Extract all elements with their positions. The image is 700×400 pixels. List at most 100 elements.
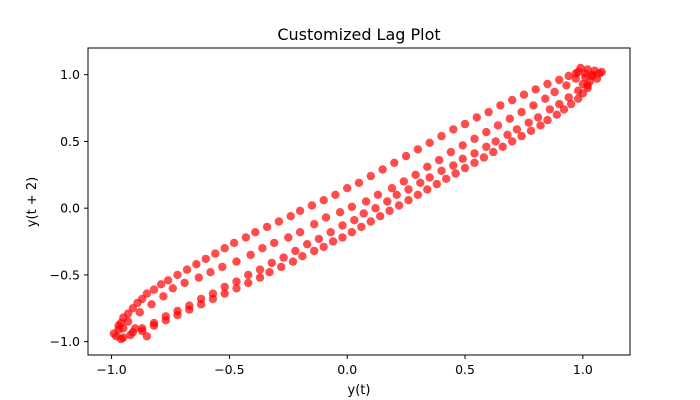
data-point bbox=[338, 233, 347, 242]
data-point bbox=[303, 240, 312, 249]
data-point bbox=[562, 81, 571, 90]
data-point bbox=[519, 90, 529, 99]
data-point bbox=[543, 115, 552, 125]
data-point bbox=[392, 190, 401, 199]
data-point bbox=[244, 270, 253, 280]
data-point bbox=[404, 196, 413, 205]
data-point bbox=[423, 185, 432, 194]
data-point bbox=[566, 99, 576, 109]
data-point bbox=[229, 238, 239, 248]
data-point bbox=[460, 119, 470, 129]
plot-area bbox=[109, 63, 606, 344]
data-point bbox=[543, 79, 552, 89]
data-point bbox=[574, 86, 583, 95]
data-point bbox=[482, 142, 491, 151]
data-point bbox=[208, 289, 218, 298]
data-point bbox=[458, 154, 467, 163]
data-point bbox=[321, 213, 331, 222]
data-point bbox=[310, 220, 319, 229]
data-point bbox=[319, 196, 328, 205]
data-point bbox=[314, 234, 324, 244]
data-point bbox=[451, 169, 460, 178]
data-point bbox=[484, 107, 493, 117]
data-point bbox=[470, 134, 479, 143]
data-point bbox=[159, 292, 168, 301]
data-point bbox=[277, 262, 286, 272]
data-point bbox=[472, 113, 481, 122]
data-point bbox=[182, 265, 192, 274]
data-point bbox=[423, 162, 432, 171]
data-point bbox=[359, 209, 368, 218]
data-point bbox=[416, 178, 425, 187]
y-tick-label: 0.0 bbox=[60, 201, 80, 216]
data-point bbox=[555, 99, 564, 109]
data-point bbox=[458, 141, 467, 150]
data-point bbox=[357, 222, 366, 232]
data-point bbox=[425, 173, 434, 182]
data-point bbox=[508, 137, 517, 146]
data-point bbox=[595, 69, 604, 78]
data-point bbox=[147, 300, 156, 309]
data-point bbox=[286, 212, 295, 221]
y-tick-label: −0.5 bbox=[50, 267, 80, 282]
data-point bbox=[371, 204, 380, 213]
data-point bbox=[541, 94, 550, 103]
data-point bbox=[437, 166, 446, 175]
data-point bbox=[232, 277, 241, 286]
data-point bbox=[156, 280, 166, 289]
data-point bbox=[180, 278, 189, 288]
data-point bbox=[161, 312, 170, 321]
data-point bbox=[123, 317, 133, 326]
data-point bbox=[545, 105, 555, 114]
data-point bbox=[192, 260, 201, 269]
data-point bbox=[493, 121, 503, 130]
data-point bbox=[288, 257, 298, 266]
data-point bbox=[361, 197, 371, 206]
data-point bbox=[498, 142, 507, 151]
x-tick-label: 0.5 bbox=[455, 362, 475, 377]
data-point bbox=[128, 304, 137, 313]
x-tick-label: 0.0 bbox=[337, 362, 357, 377]
data-point bbox=[142, 289, 152, 298]
data-point bbox=[394, 201, 404, 210]
data-point bbox=[347, 228, 357, 237]
data-point bbox=[482, 127, 491, 137]
data-point bbox=[390, 158, 399, 167]
data-point bbox=[138, 324, 147, 333]
data-point bbox=[533, 113, 543, 122]
data-point bbox=[442, 174, 451, 183]
data-point bbox=[201, 254, 210, 264]
data-point bbox=[531, 85, 540, 94]
data-point bbox=[550, 87, 559, 97]
data-point bbox=[119, 333, 128, 342]
data-point bbox=[298, 252, 307, 261]
data-point bbox=[425, 138, 434, 147]
data-point bbox=[307, 201, 317, 210]
data-point bbox=[512, 125, 522, 134]
data-point bbox=[274, 217, 284, 226]
data-point bbox=[449, 161, 458, 170]
y-tick-label: 1.0 bbox=[60, 67, 80, 82]
data-point bbox=[251, 228, 260, 237]
data-point bbox=[404, 185, 413, 194]
y-axis-ticks: −1.0 −0.5 0.0 0.5 1.0 bbox=[50, 67, 88, 349]
data-point bbox=[232, 257, 241, 266]
data-point bbox=[383, 197, 392, 206]
y-tick-label: −1.0 bbox=[50, 334, 80, 349]
data-point bbox=[505, 114, 514, 123]
data-point bbox=[255, 273, 265, 282]
chart-title: Customized Lag Plot bbox=[277, 25, 440, 44]
data-point bbox=[496, 101, 505, 110]
x-axis-ticks: −1.0 −0.5 0.0 0.5 1.0 bbox=[96, 355, 593, 377]
data-point bbox=[387, 184, 397, 193]
data-point bbox=[413, 190, 423, 199]
data-point bbox=[343, 184, 352, 193]
data-point bbox=[173, 270, 182, 280]
data-point bbox=[185, 301, 194, 310]
data-point bbox=[265, 268, 274, 277]
data-point bbox=[437, 131, 446, 141]
data-point bbox=[555, 75, 564, 85]
data-point bbox=[588, 71, 597, 81]
